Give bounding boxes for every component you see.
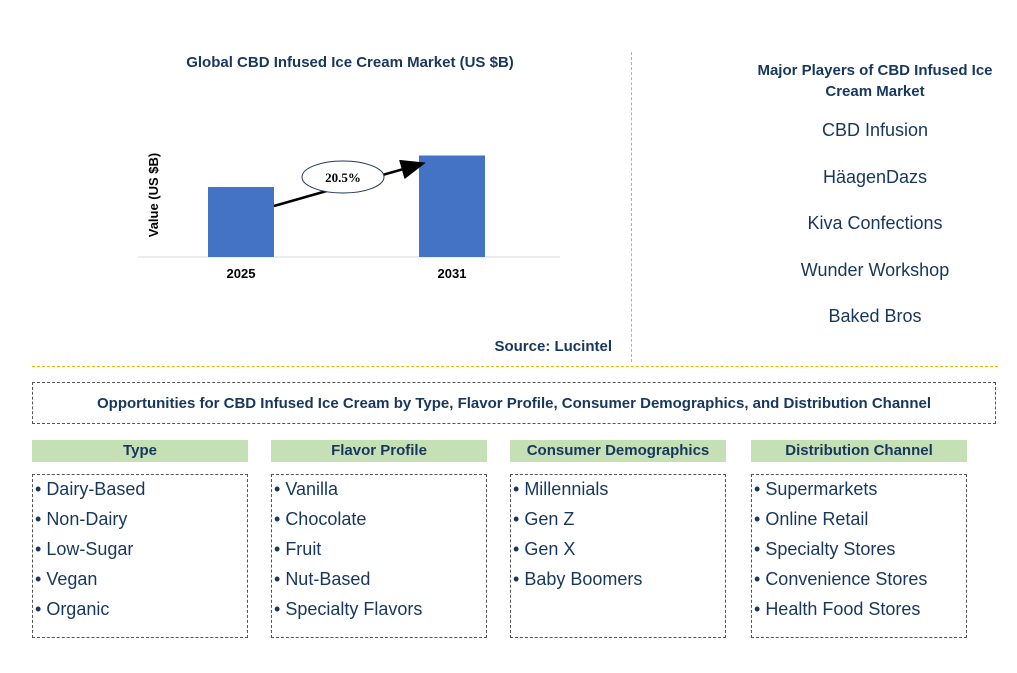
chart-title: Global CBD Infused Ice Cream Market (US … [186,54,514,71]
players-title: Major Players of CBD Infused Ice Cream M… [757,62,993,100]
category-header: Type [32,440,248,462]
bar-2025 [208,187,274,257]
category-header: Flavor Profile [271,440,487,462]
list-item: Gen Z [513,509,725,539]
bar-chart: Value (US $B) 2025 2031 20.5% [138,153,560,281]
list-item: Specialty Flavors [274,599,486,629]
category-list: Vanilla Chocolate Fruit Nut-Based Specia… [271,474,487,638]
category-distribution-channel: Distribution Channel Supermarkets Online… [751,440,967,638]
category-header: Consumer Demographics [510,440,726,462]
list-item: Organic [35,599,247,629]
player-item: Kiva Confections [807,213,943,233]
category-list: Dairy-Based Non-Dairy Low-Sugar Vegan Or… [32,474,248,638]
list-item: Baby Boomers [513,569,725,599]
category-list: Millennials Gen Z Gen X Baby Boomers [510,474,726,638]
list-item: Supermarkets [754,479,966,509]
growth-rate-ellipse [301,160,385,194]
list-item: Gen X [513,539,725,569]
player-item: HäagenDazs [822,166,928,187]
list-item: Nut-Based [274,569,486,599]
list-item: Chocolate [274,509,486,539]
growth-rate-label: 20.5% [325,170,361,185]
list-item: Dairy-Based [35,479,247,509]
source-label: Source: Lucintel [494,338,612,355]
list-item: Vanilla [274,479,486,509]
list-item: Vegan [35,569,247,599]
players-list: CBD Infusion HäagenDazs Kiva Confections… [745,120,1005,353]
horizontal-divider [32,366,998,367]
x-tick-label: 2025 [227,266,256,281]
player-item: Baked Bros [828,306,922,326]
category-flavor-profile: Flavor Profile Vanilla Chocolate Fruit N… [271,440,487,638]
list-item: Health Food Stores [754,599,966,629]
opportunities-title: Opportunities for CBD Infused Ice Cream … [32,382,996,424]
list-item: Convenience Stores [754,569,966,599]
list-item: Specialty Stores [754,539,966,569]
player-item: Wunder Workshop [800,259,950,280]
category-type: Type Dairy-Based Non-Dairy Low-Sugar Veg… [32,440,248,638]
vertical-divider [631,52,632,362]
category-header: Distribution Channel [751,440,967,462]
y-axis-label: Value (US $B) [146,153,161,238]
list-item: Non-Dairy [35,509,247,539]
list-item: Low-Sugar [35,539,247,569]
bar-2031 [419,155,485,257]
x-tick-label: 2031 [438,266,467,281]
list-item: Fruit [274,539,486,569]
player-item: CBD Infusion [821,120,929,140]
category-consumer-demographics: Consumer Demographics Millennials Gen Z … [510,440,726,638]
opportunities-title-text: Opportunities for CBD Infused Ice Cream … [96,394,931,412]
list-item: Millennials [513,479,725,509]
list-item: Online Retail [754,509,966,539]
category-list: Supermarkets Online Retail Specialty Sto… [751,474,967,638]
